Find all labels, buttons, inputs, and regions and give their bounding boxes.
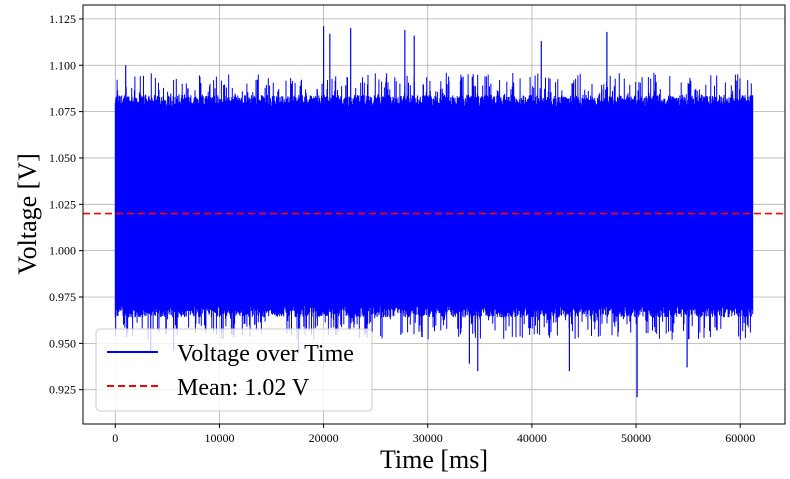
legend-label-mean: Mean: 1.02 V bbox=[177, 375, 310, 401]
y-tick-label: 1.100 bbox=[49, 58, 76, 72]
legend-label-voltage: Voltage over Time bbox=[177, 341, 354, 367]
x-tick-label: 40000 bbox=[517, 431, 547, 445]
y-tick-label: 1.000 bbox=[49, 244, 76, 258]
x-axis-ticks: 0 10000 20000 30000 40000 50000 60000 bbox=[112, 424, 755, 445]
y-tick-label: 0.950 bbox=[49, 336, 76, 350]
legend: Voltage over Time Mean: 1.02 V bbox=[95, 328, 373, 412]
y-tick-label: 0.975 bbox=[49, 290, 76, 304]
x-tick-label: 0 bbox=[112, 431, 118, 445]
series-layer bbox=[83, 26, 785, 398]
y-axis-ticks: 0.925 0.950 0.975 1.000 1.025 1.050 1.075 1.100… bbox=[49, 12, 83, 397]
x-tick-label: 30000 bbox=[413, 431, 443, 445]
y-tick-label: 1.075 bbox=[49, 105, 76, 119]
x-tick-label: 20000 bbox=[309, 431, 339, 445]
y-axis-label: Voltage [V] bbox=[13, 153, 42, 275]
y-tick-label: 1.050 bbox=[49, 151, 76, 165]
x-tick-label: 60000 bbox=[725, 431, 755, 445]
x-tick-label: 50000 bbox=[621, 431, 651, 445]
x-tick-label: 10000 bbox=[204, 431, 234, 445]
voltage-series-line bbox=[114, 72, 754, 340]
x-axis-label: Time [ms] bbox=[380, 445, 488, 474]
legend-box bbox=[95, 328, 373, 412]
plot-frame bbox=[82, 4, 786, 425]
y-tick-label: 1.125 bbox=[49, 12, 76, 26]
y-tick-label: 1.025 bbox=[49, 197, 76, 211]
y-tick-label: 0.925 bbox=[49, 383, 76, 397]
